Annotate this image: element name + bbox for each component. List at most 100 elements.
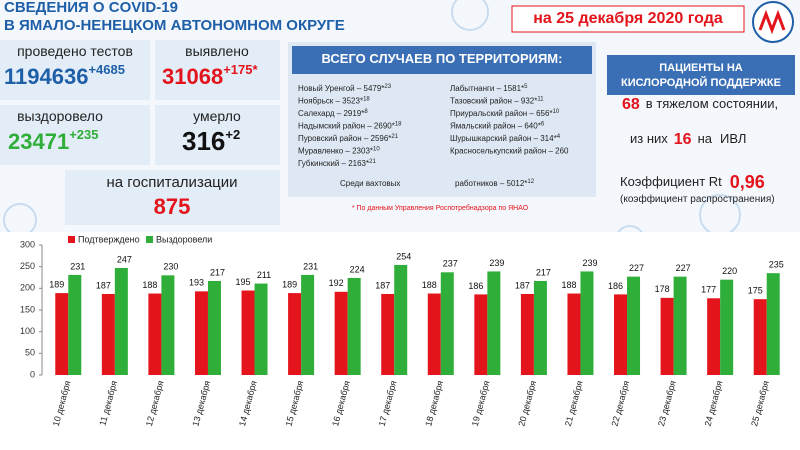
value-label: 192 [329,278,344,288]
text-part: 23 [384,84,391,90]
y-tick-label: 0 [30,369,35,379]
text-part: * По данным Управления Роспотребнадзора … [352,204,529,212]
bar [673,276,687,375]
text-part: 68 [622,96,640,113]
text-part: из них [630,131,668,146]
value-label: 217 [210,267,225,277]
text-part: Муравленко – 2303* [298,147,373,156]
bar [394,264,408,375]
territories-header [292,46,592,74]
y-tick-label: 50 [25,348,35,358]
legend-label: Выздоровели [156,234,212,244]
logo [752,1,794,43]
text-part: 10 [373,146,380,152]
value-label: 188 [422,280,437,290]
text-part: 16 [674,131,692,148]
text-part: 8 [364,109,368,115]
value-label: 217 [536,267,551,277]
bar [567,293,581,375]
territory: Лабытнанги – 1581*5 [450,84,528,94]
value-label: 224 [350,264,365,274]
bar [148,293,162,375]
bar [334,291,348,375]
value-label: 227 [629,263,644,273]
stat-value: 31068+175* [162,62,258,88]
territory: Шурышкарский район – 314*4 [450,134,561,144]
value-label: 193 [189,278,204,288]
bar [207,280,221,375]
value-label: 186 [608,281,623,291]
text-part: 316 [182,126,225,156]
footnote: * По данным Управления Роспотребнадзора … [352,204,529,212]
y-tick-label: 250 [20,261,35,271]
text-part: 875 [154,194,191,219]
y-tick-label: 200 [20,283,35,293]
text-part: Красноселькупский район – 260 [450,147,569,156]
text-part: Новый Уренгой – 5479* [298,84,384,93]
stat-value: 875 [154,194,191,219]
bar [614,294,628,375]
stat-label: на госпитализации [106,174,237,191]
bar [101,293,115,375]
text-part: ВСЕГО СЛУЧАЕВ ПО ТЕРРИТОРИЯМ: [322,51,563,66]
bar [381,293,395,375]
date-box [511,5,745,33]
text-part: В ЯМАЛО-НЕНЕЦКОМ АВТОНОМНОМ ОКРУГЕ [4,17,345,34]
territory: Пуровский район – 2596*21 [298,134,399,144]
bar [720,279,734,375]
text-part: в тяжелом состоянии, [646,96,778,111]
panel [155,105,280,165]
text-part: +235 [69,127,98,142]
text-part: +2 [225,127,240,142]
value-label: 237 [443,259,458,269]
text-part: работников – 5012* [455,179,527,188]
value-label: 187 [375,280,390,290]
text-part: 5 [524,84,528,90]
value-label: 239 [489,258,504,268]
stat-value: 23471+235 [8,127,98,153]
text-part: 4 [557,134,561,140]
stat-value: 1194636+4685 [4,62,125,88]
text-part: 10 [553,109,560,115]
text-part: 1194636 [4,64,88,89]
value-label: 189 [282,279,297,289]
bar [241,290,255,375]
bar [440,272,454,375]
value-label: 211 [257,270,271,280]
oxygen-header [607,55,795,95]
stat-label: выздоровело [17,108,103,124]
text-part: Губкинский – 2163* [298,159,369,168]
date: на 25 декабря 2020 года [533,10,723,27]
text-part: на [698,131,713,146]
text-part: Приуральский район – 656* [450,109,553,118]
value-label: 235 [769,260,784,270]
text-part: Пуровский район – 2596* [298,134,391,143]
stat-label: выявлено [185,43,249,59]
bar [194,291,208,375]
value-label: 175 [748,286,763,296]
value-label: 231 [70,261,85,271]
text-part: +4685 [88,62,125,77]
bar [487,271,501,375]
bar [520,293,534,375]
territory: Среди вахтовых [340,179,400,188]
value-label: 230 [163,262,178,272]
text-part: Коэффициент Rt [620,174,722,189]
text-part: ИВЛ [720,131,746,146]
value-label: 231 [303,261,318,271]
text-part: на госпитализации [106,174,237,191]
text-part: Лабытнанги – 1581* [450,84,524,93]
text-part: 21 [391,134,398,140]
text-part: 6 [541,121,545,127]
bar [580,271,594,375]
territory: Муравленко – 2303*10 [298,146,380,156]
territory: Новый Уренгой – 5479*23 [298,84,392,94]
stat-label: умерло [193,108,241,124]
value-label: 187 [515,280,530,290]
legend-label: Подтверждено [78,234,140,244]
stat-label: проведено тестов [17,43,133,59]
territory: Ямальский район – 640*6 [450,121,545,131]
text-part: 18 [395,121,402,127]
value-label: 178 [655,284,670,294]
